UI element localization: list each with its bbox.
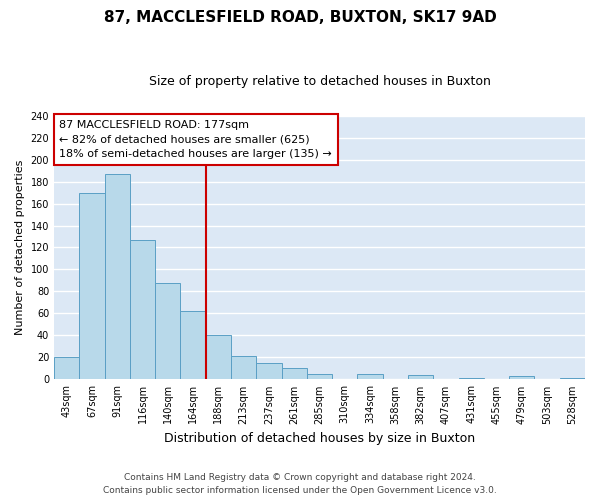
Text: Contains HM Land Registry data © Crown copyright and database right 2024.
Contai: Contains HM Land Registry data © Crown c… — [103, 473, 497, 495]
Bar — [181, 312, 206, 380]
Bar — [54, 358, 79, 380]
Bar — [358, 374, 383, 380]
Bar — [104, 174, 130, 380]
Bar — [79, 192, 104, 380]
Title: Size of property relative to detached houses in Buxton: Size of property relative to detached ho… — [149, 75, 490, 88]
Bar — [130, 240, 155, 380]
Bar — [307, 374, 332, 380]
Bar — [206, 336, 231, 380]
Text: 87, MACCLESFIELD ROAD, BUXTON, SK17 9AD: 87, MACCLESFIELD ROAD, BUXTON, SK17 9AD — [104, 10, 496, 25]
Bar — [560, 378, 585, 380]
Bar — [458, 378, 484, 380]
Text: 87 MACCLESFIELD ROAD: 177sqm
← 82% of detached houses are smaller (625)
18% of s: 87 MACCLESFIELD ROAD: 177sqm ← 82% of de… — [59, 120, 332, 159]
Bar — [256, 363, 281, 380]
Bar — [155, 282, 181, 380]
X-axis label: Distribution of detached houses by size in Buxton: Distribution of detached houses by size … — [164, 432, 475, 445]
Y-axis label: Number of detached properties: Number of detached properties — [15, 160, 25, 335]
Bar — [281, 368, 307, 380]
Bar — [408, 375, 433, 380]
Bar — [231, 356, 256, 380]
Bar — [509, 376, 535, 380]
